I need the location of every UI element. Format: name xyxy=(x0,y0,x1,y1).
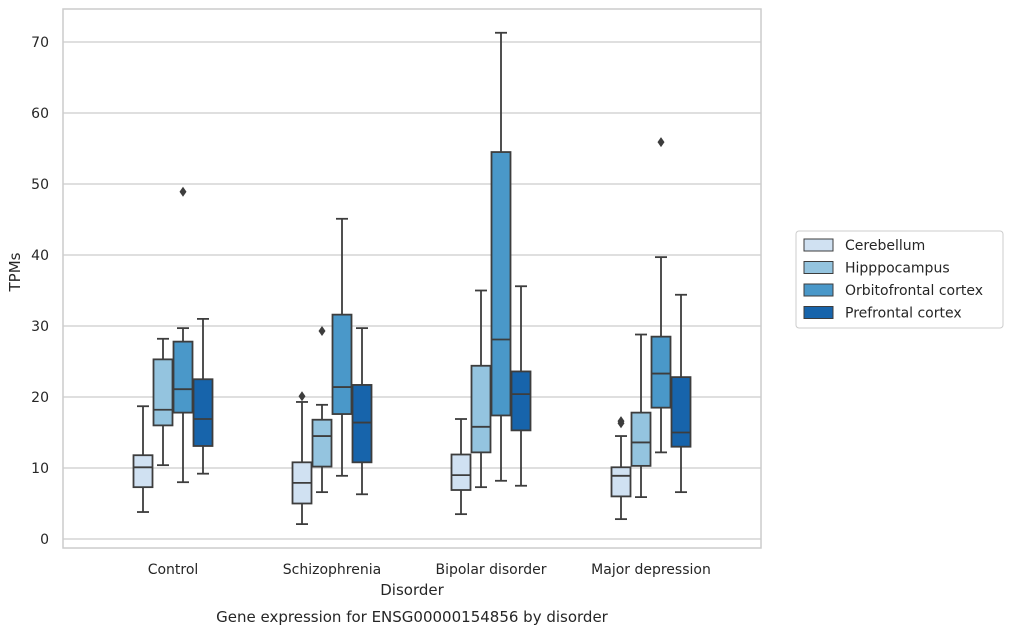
box-body xyxy=(450,453,472,491)
box-2-0 xyxy=(172,186,194,484)
legend-label: Orbitofrontal cortex xyxy=(845,283,983,299)
y-tick-label: 20 xyxy=(31,390,49,406)
x-tick-label: Major depression xyxy=(591,562,711,578)
legend-swatch xyxy=(803,306,834,319)
legend: Cerebellum Hipppocampus Orbitofrontal cort… xyxy=(795,230,1004,329)
y-tick-label: 60 xyxy=(31,106,49,122)
box-body xyxy=(630,411,652,467)
box-body xyxy=(172,340,194,414)
box-3-3 xyxy=(670,293,692,494)
box-body xyxy=(311,418,333,468)
box-body xyxy=(470,364,492,454)
boxes xyxy=(132,31,692,525)
box-1-2 xyxy=(470,289,492,489)
box-1-0 xyxy=(152,337,174,467)
x-tick-label: Control xyxy=(148,562,199,578)
y-tick-label: 40 xyxy=(31,248,49,264)
legend-label: Prefrontal cortex xyxy=(845,306,962,322)
legend-swatch xyxy=(803,238,834,252)
box-1-1 xyxy=(311,325,333,494)
box-body xyxy=(510,370,532,432)
box-body xyxy=(670,376,692,448)
box-2-3 xyxy=(650,137,672,454)
box-3-2 xyxy=(510,285,532,487)
y-axis-label: TPMs xyxy=(6,252,24,292)
box-body xyxy=(132,454,154,489)
legend-label: Cerebellum xyxy=(845,238,925,254)
legend-swatch xyxy=(803,261,834,274)
box-0-3 xyxy=(610,416,632,521)
box-body xyxy=(650,335,672,409)
x-axis-label: Disorder xyxy=(380,581,444,599)
x-axis-ticks: Control Schizophrenia Bipolar disorder Majo… xyxy=(148,562,711,578)
y-tick-label: 70 xyxy=(31,35,49,51)
box-0-1 xyxy=(291,391,313,525)
box-2-1 xyxy=(331,217,353,477)
plot-frame xyxy=(62,8,762,549)
outlier-point xyxy=(298,391,306,402)
legend-items: Cerebellum Hipppocampus Orbitofrontal cort… xyxy=(803,238,983,322)
box-body xyxy=(192,378,214,447)
legend-frame xyxy=(795,230,1004,329)
y-tick-label: 30 xyxy=(31,319,49,335)
box-body xyxy=(610,466,632,498)
y-tick-label: 10 xyxy=(31,461,49,477)
box-0-2 xyxy=(450,418,472,516)
outlier-point xyxy=(657,137,665,148)
outlier-point xyxy=(179,186,187,197)
plot-area-background xyxy=(63,9,761,548)
chart-title: Gene expression for ENSG00000154856 by d… xyxy=(216,608,609,626)
legend-swatch xyxy=(803,283,834,297)
box-0-0 xyxy=(132,405,154,513)
x-tick-label: Bipolar disorder xyxy=(435,562,546,578)
box-3-1 xyxy=(351,327,373,496)
box-body xyxy=(351,384,373,464)
box-body xyxy=(331,313,353,415)
box-1-3 xyxy=(630,333,652,499)
box-body xyxy=(152,358,174,427)
outlier-point xyxy=(617,416,625,427)
box-3-0 xyxy=(192,317,214,475)
legend-label: Hipppocampus xyxy=(845,261,950,277)
outlier-point xyxy=(318,325,326,336)
y-axis-ticks: 0 10 20 30 40 50 60 70 xyxy=(31,35,49,548)
box-2-2 xyxy=(490,31,512,482)
x-tick-label: Schizophrenia xyxy=(283,562,381,578)
y-tick-label: 50 xyxy=(31,177,49,193)
y-tick-label: 0 xyxy=(40,532,49,548)
box-body xyxy=(490,151,512,417)
